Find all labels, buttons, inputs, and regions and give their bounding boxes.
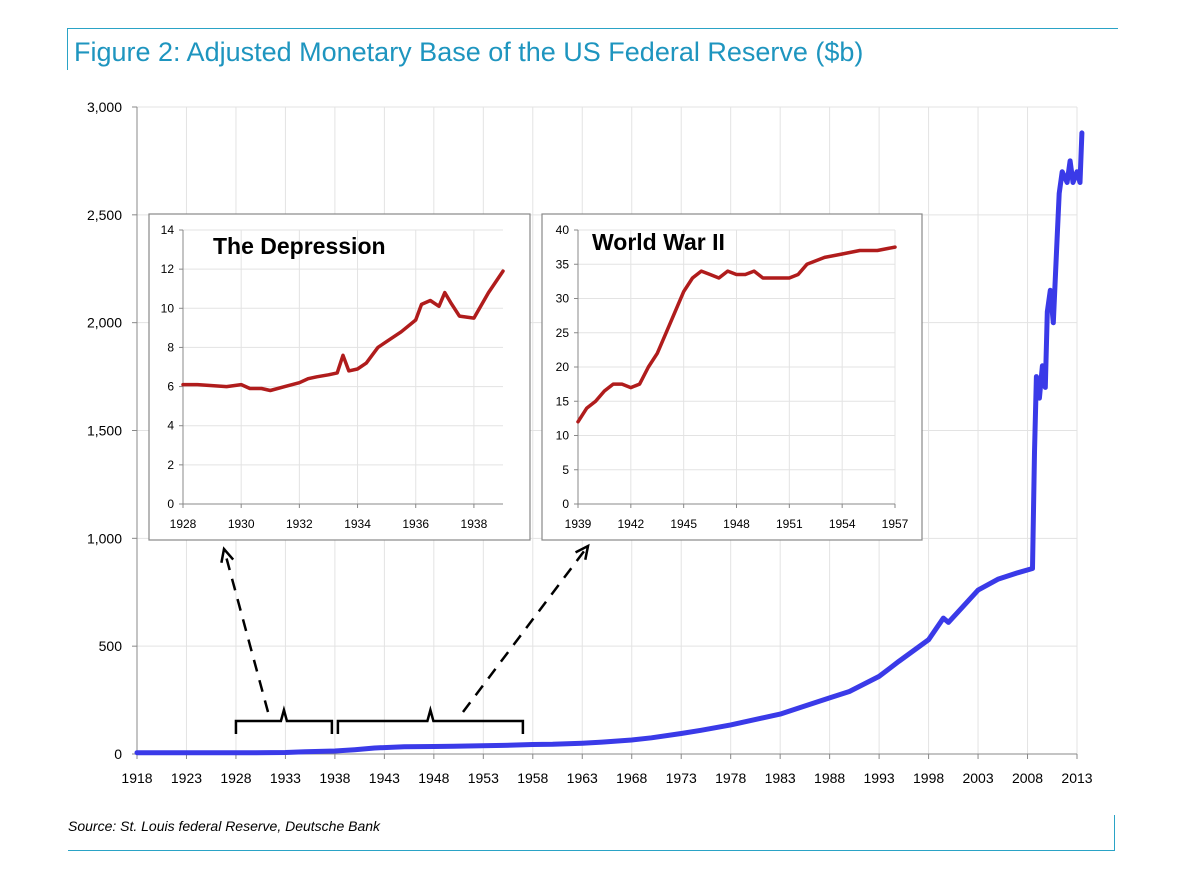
inset-ww2: 1939 1942 1945 1948 1951 1954 1957 0 5 10 15 20 25 30… — [541, 213, 923, 541]
main-x-tick-label: 1923 — [171, 770, 202, 786]
inset-ww2-x-tick-label: 1957 — [882, 517, 909, 531]
main-y-tick-label: 3,000 — [87, 99, 122, 115]
main-x-tick-label: 1958 — [517, 770, 548, 786]
inset-depression-y-tick-label: 6 — [167, 380, 174, 394]
inset-ww2-y-tick-label: 0 — [562, 497, 569, 511]
inset-ww2-y-tick-label: 20 — [556, 360, 570, 374]
source-note: Source: St. Louis federal Reserve, Deuts… — [68, 818, 381, 834]
inset-ww2-y-tick-label: 30 — [556, 292, 570, 306]
inset-depression-x-tick-label: 1934 — [344, 517, 371, 531]
inset-depression-x-tick-label: 1936 — [402, 517, 429, 531]
inset-depression-y-tick-label: 8 — [167, 340, 174, 354]
frame-right-rule — [1114, 815, 1115, 850]
inset-depression-x-tick-label: 1928 — [170, 517, 197, 531]
inset-depression-series-line — [181, 269, 505, 393]
main-x-tick-label: 1973 — [666, 770, 697, 786]
arrow-head-depression — [220, 546, 235, 563]
main-x-tick-label: 1998 — [913, 770, 944, 786]
main-y-tick-label: 1,000 — [87, 530, 122, 546]
inset-depression-y-tick-label: 12 — [161, 262, 175, 276]
main-x-tick-label: 2013 — [1061, 770, 1092, 786]
inset-depression-x-tick-label: 1932 — [286, 517, 313, 531]
main-x-tick-label: 1978 — [715, 770, 746, 786]
inset-ww2-series-line — [576, 245, 897, 424]
inset-ww2-y-tick-label: 40 — [556, 223, 570, 237]
main-x-tick-label: 2008 — [1012, 770, 1043, 786]
inset-ww2-y-tick-label: 35 — [556, 257, 570, 271]
inset-depression-y-tick-label: 10 — [161, 301, 175, 315]
main-y-tick-label: 2,000 — [87, 315, 122, 331]
main-x-tick-label: 1928 — [220, 770, 251, 786]
main-x-tick-label: 1968 — [616, 770, 647, 786]
main-y-tick-label: 1,500 — [87, 423, 122, 439]
arrow-shaft-ww2 — [462, 545, 589, 713]
arrow-shaft-depression — [222, 548, 270, 713]
main-x-tick-label: 1953 — [468, 770, 499, 786]
inset-ww2-y-tick-label: 10 — [556, 429, 570, 443]
main-x-tick-label: 1988 — [814, 770, 845, 786]
inset-depression-y-tick-label: 0 — [167, 497, 174, 511]
inset-depression-y-tick-label: 4 — [167, 419, 174, 433]
inset-depression-frame — [148, 213, 531, 541]
bracket-ww2 — [336, 705, 525, 734]
frame-bottom-rule — [68, 850, 1115, 851]
inset-ww2-x-tick-label: 1954 — [829, 517, 856, 531]
inset-ww2-y-tick-label: 15 — [556, 394, 570, 408]
inset-ww2-y-tick-label: 5 — [562, 463, 569, 477]
inset-ww2-frame — [541, 213, 923, 541]
main-x-tick-label: 1993 — [864, 770, 895, 786]
main-y-tick-label: 0 — [114, 746, 122, 762]
frame-left-rule — [67, 28, 68, 70]
inset-depression-title: The Depression — [213, 233, 386, 259]
main-x-tick-label: 1943 — [369, 770, 400, 786]
main-y-tick-label: 500 — [99, 638, 123, 654]
main-x-tick-label: 1918 — [121, 770, 152, 786]
main-series-line — [134, 130, 1085, 756]
figure-title: Figure 2: Adjusted Monetary Base of the … — [74, 37, 864, 67]
frame-top-rule — [68, 28, 1118, 29]
main-x-tick-label: 1948 — [418, 770, 449, 786]
main-y-tick-label: 2,500 — [87, 207, 122, 223]
bracket-depression — [234, 705, 334, 734]
inset-ww2-x-tick-label: 1951 — [776, 517, 803, 531]
arrow-head-ww2 — [574, 543, 590, 560]
inset-depression-x-tick-label: 1938 — [461, 517, 488, 531]
inset-ww2-x-tick-label: 1939 — [565, 517, 592, 531]
inset-ww2-x-tick-label: 1945 — [670, 517, 697, 531]
inset-ww2-title: World War II — [592, 229, 725, 255]
inset-ww2-y-tick-label: 25 — [556, 326, 570, 340]
main-x-tick-label: 2003 — [962, 770, 993, 786]
inset-ww2-x-tick-label: 1948 — [723, 517, 750, 531]
inset-ww2-x-tick-label: 1942 — [617, 517, 644, 531]
inset-depression-x-tick-label: 1930 — [228, 517, 255, 531]
main-x-tick-label: 1963 — [567, 770, 598, 786]
main-x-tick-label: 1938 — [319, 770, 350, 786]
main-x-tick-label: 1983 — [765, 770, 796, 786]
main-x-tick-label: 1933 — [270, 770, 301, 786]
inset-depression: 1928 1930 1932 1934 1936 1938 0 2 4 6 8 10 12 14 The D… — [148, 213, 531, 541]
inset-depression-y-tick-label: 14 — [161, 223, 175, 237]
inset-depression-y-tick-label: 2 — [167, 458, 174, 472]
